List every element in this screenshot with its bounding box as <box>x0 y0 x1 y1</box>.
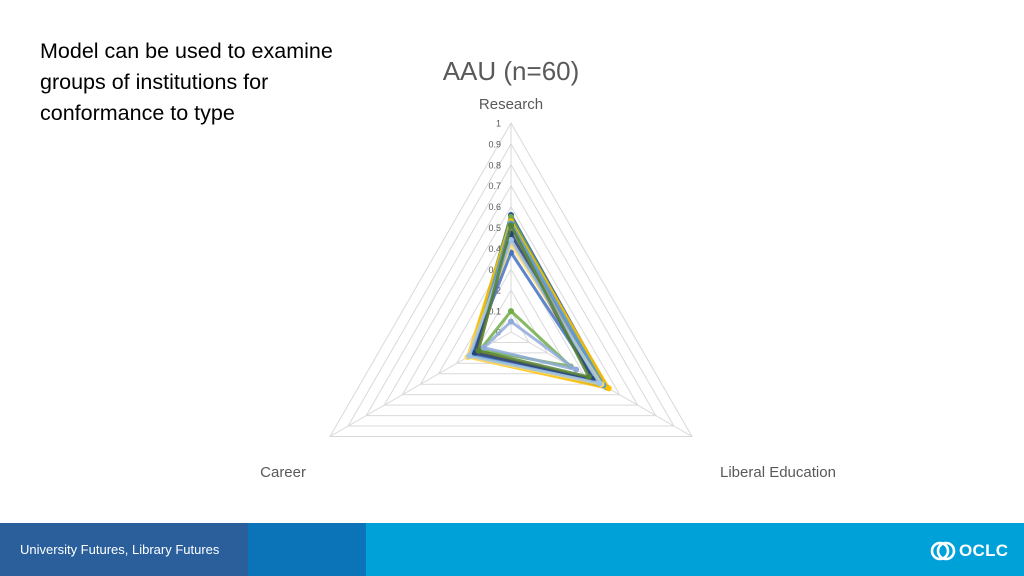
series-point <box>573 366 580 373</box>
axis-label-career: Career <box>260 464 306 481</box>
series-point <box>480 344 487 351</box>
grid-ring <box>347 142 675 427</box>
series-line <box>482 320 578 372</box>
slide-text-line: Model can be used to examine <box>40 39 333 63</box>
series-point <box>585 373 592 380</box>
grid-ring <box>437 247 585 375</box>
grid-ring <box>401 205 621 396</box>
oclc-logo-icon <box>930 541 956 561</box>
tick-label: 0.8 <box>488 160 501 170</box>
slide-text-line: conformance to type <box>40 101 235 125</box>
axis-label-research: Research <box>479 96 543 113</box>
tick-label: 0.5 <box>488 223 501 233</box>
series-point <box>596 380 603 387</box>
series-point <box>466 353 473 360</box>
logo-text: OCLC <box>959 541 1009 560</box>
tick-label: 0.7 <box>488 181 501 191</box>
footer-segment <box>248 523 366 576</box>
footer-text: University Futures, Library Futures <box>20 542 220 557</box>
tick-label: 0.4 <box>488 244 501 254</box>
footer-bar: University Futures, Library Futures <box>0 523 1024 576</box>
chart-series <box>464 211 612 392</box>
grid-ring <box>365 163 657 417</box>
axis-label-liberal-education: Liberal Education <box>720 464 836 481</box>
slide-text-line: groups of institutions for <box>40 70 269 94</box>
series-point <box>508 308 514 315</box>
series-point <box>605 385 612 392</box>
grid-ring <box>383 184 639 406</box>
series-point <box>508 214 514 221</box>
series-point <box>508 222 514 229</box>
chart-title: AAU (n=60) <box>443 56 580 86</box>
series-point <box>508 237 514 244</box>
radar-chart: 00.10.20.30.40.50.60.70.80.91 AAU (n=60)… <box>260 56 836 481</box>
tick-label: 0.9 <box>488 139 501 149</box>
footer-segment <box>0 523 248 576</box>
grid-ring <box>329 122 693 437</box>
tick-label: 1 <box>496 119 501 129</box>
oclc-logo: OCLC <box>930 538 1008 564</box>
series-line <box>476 223 591 379</box>
tick-label: 0.6 <box>488 202 501 212</box>
tick-label: 0.1 <box>488 307 501 317</box>
chart-grid <box>329 122 693 437</box>
series-point <box>475 347 482 354</box>
slide-text: Model can be used to examine groups of i… <box>40 36 400 129</box>
series-point <box>508 318 514 325</box>
